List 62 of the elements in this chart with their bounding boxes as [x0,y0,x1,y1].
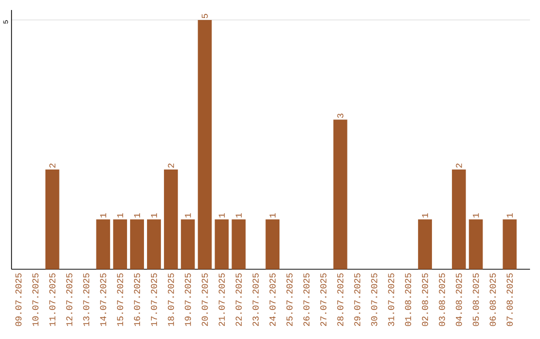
bar [502,219,517,270]
x-tick-label: 27.07.2025 [320,273,326,326]
x-tick-label: 21.07.2025 [218,273,225,326]
data-label: 1 [506,213,513,218]
bar [96,219,110,270]
data-label: 1 [472,213,479,218]
x-tick-label: 26.07.2025 [303,273,310,326]
x-tick-label: 13.07.2025 [83,273,90,326]
x-tick-label: 14.07.2025 [100,273,106,326]
x-tick-label: 25.07.2025 [286,273,293,326]
bar [214,219,229,270]
x-tick-label: 31.07.2025 [388,273,394,326]
data-label: 5 [202,14,208,18]
x-tick-label: 09.07.2025 [15,273,22,326]
x-tick-label: 03.08.2025 [438,273,445,326]
x-tick-label: 06.08.2025 [490,273,496,326]
x-tick-label: 18.07.2025 [168,273,174,326]
x-tick-label: 07.08.2025 [506,273,513,326]
x-tick-label: 10.07.2025 [32,273,38,326]
x-tick-label: 16.07.2025 [134,273,140,326]
x-tick-label: 20.07.2025 [202,273,208,326]
bar [130,219,144,270]
bar [113,219,128,270]
bar [468,219,483,270]
data-label: 1 [134,213,140,218]
x-tick-label: 30.07.2025 [371,273,378,326]
x-tick-label: 11.07.2025 [49,273,56,326]
data-label: 1 [236,213,242,218]
x-tick-label: 02.08.2025 [422,273,428,326]
bar [180,219,195,270]
x-tick-label: 29.07.2025 [354,273,360,326]
bar [232,219,246,270]
data-label: 2 [168,164,174,168]
bar [333,120,348,270]
x-tick-label: 05.08.2025 [472,273,479,326]
data-label: 1 [184,213,191,218]
x-tick-label: 28.07.2025 [337,273,344,326]
x-tick-label: 15.07.2025 [117,273,124,326]
bar [45,170,60,270]
data-label: 1 [117,213,124,218]
bar [266,219,280,270]
x-tick-label: 24.07.2025 [270,273,276,326]
x-tick-label: 12.07.2025 [66,273,72,326]
data-label: 1 [100,213,106,218]
bar [452,170,466,270]
data-label: 3 [337,114,344,118]
x-tick-label: 01.08.2025 [405,273,412,326]
data-label: 1 [218,213,225,218]
x-tick-label: 19.07.2025 [184,273,191,326]
bar [198,20,212,270]
bar [147,219,161,270]
bar [164,170,178,270]
x-tick-label: 23.07.2025 [252,273,259,326]
x-tick-label: 22.07.2025 [236,273,242,326]
bar [418,219,432,270]
x-tick-label: 04.08.2025 [456,273,462,326]
data-label: 1 [422,213,428,218]
data-label: 1 [151,213,157,218]
data-label: 2 [49,164,56,168]
data-label: 2 [456,164,462,168]
x-tick-label: 17.07.2025 [150,273,158,326]
data-label: 1 [270,213,276,218]
